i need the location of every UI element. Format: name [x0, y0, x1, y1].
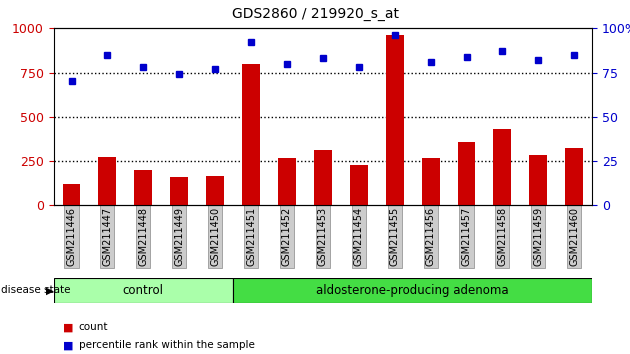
Bar: [421, 159, 440, 205]
Bar: [98, 156, 117, 205]
Bar: [386, 35, 404, 205]
Bar: [493, 129, 512, 205]
Bar: [314, 149, 332, 205]
Bar: [54, 278, 233, 303]
Text: disease state: disease state: [1, 285, 70, 295]
Text: GDS2860 / 219920_s_at: GDS2860 / 219920_s_at: [231, 7, 399, 21]
Text: ■: ■: [63, 322, 74, 332]
Text: aldosterone-producing adenoma: aldosterone-producing adenoma: [316, 284, 509, 297]
Bar: [170, 177, 188, 205]
Bar: [457, 143, 476, 205]
Bar: [62, 184, 81, 205]
Bar: [233, 278, 592, 303]
Bar: [278, 158, 296, 205]
Bar: [565, 148, 583, 205]
Text: ▶: ▶: [46, 285, 54, 295]
Text: count: count: [79, 322, 108, 332]
Bar: [134, 170, 152, 205]
Bar: [529, 155, 547, 205]
Bar: [350, 166, 368, 205]
Text: percentile rank within the sample: percentile rank within the sample: [79, 340, 255, 350]
Bar: [242, 64, 260, 205]
Bar: [206, 176, 224, 205]
Text: control: control: [123, 284, 164, 297]
Text: ■: ■: [63, 340, 74, 350]
